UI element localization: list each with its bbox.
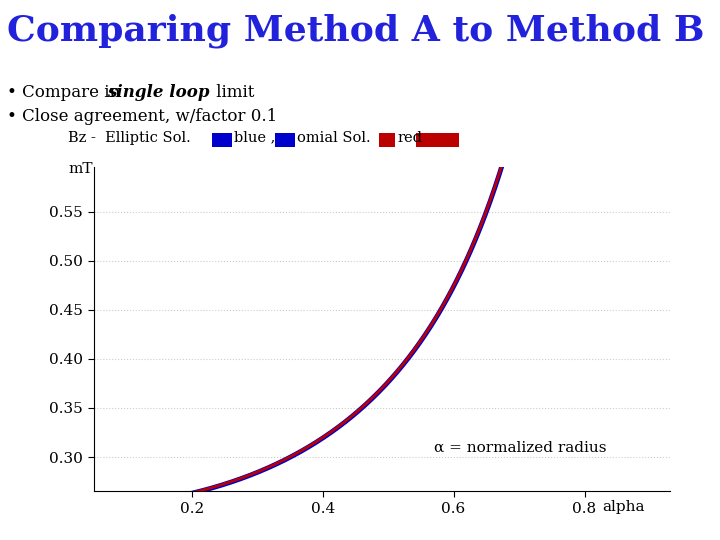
Text: blue ,: blue , <box>234 131 275 145</box>
Text: red: red <box>397 131 423 145</box>
Text: α = normalized radius: α = normalized radius <box>434 441 606 455</box>
Text: omial Sol.: omial Sol. <box>297 131 380 145</box>
Text: alpha: alpha <box>602 500 644 514</box>
Text: limit: limit <box>211 84 254 100</box>
Text: Bz -  Elliptic Sol.: Bz - Elliptic Sol. <box>68 131 200 145</box>
Text: • Compare in: • Compare in <box>7 84 125 100</box>
Text: Comparing Method A to Method B: Comparing Method A to Method B <box>7 14 705 48</box>
Text: • Close agreement, w/factor 0.1: • Close agreement, w/factor 0.1 <box>7 108 277 125</box>
Text: mT: mT <box>68 162 93 176</box>
Text: single loop: single loop <box>107 84 209 100</box>
